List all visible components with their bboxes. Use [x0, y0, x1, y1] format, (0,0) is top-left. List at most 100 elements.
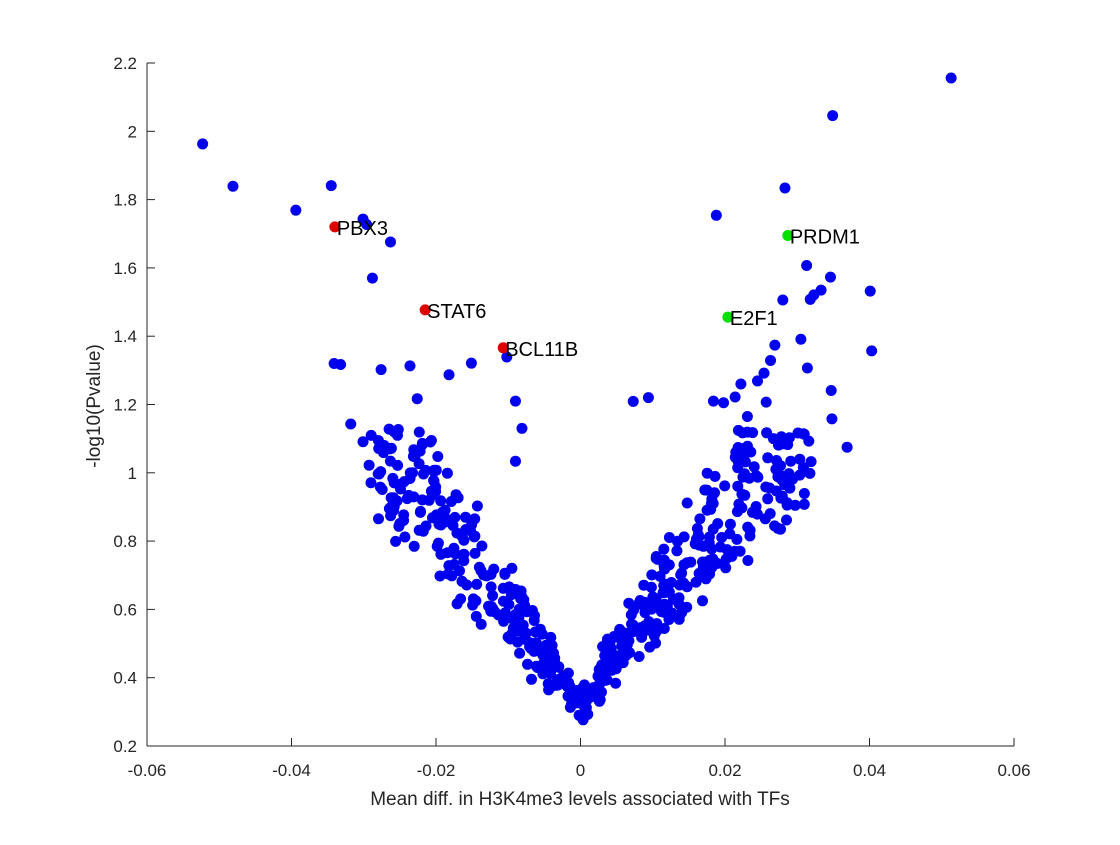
data-point [561, 680, 573, 692]
data-point [739, 456, 751, 468]
data-point [501, 351, 513, 363]
data-point [748, 461, 760, 473]
data-point [645, 581, 657, 593]
tf-label-stat6: STAT6 [427, 301, 486, 323]
y-tick-label: 0.8 [113, 532, 137, 551]
data-point [764, 482, 775, 494]
highlight-point-bcl11b [497, 342, 509, 354]
points-layer [197, 72, 957, 726]
data-point [521, 606, 533, 618]
data-point [443, 560, 455, 572]
data-point [731, 533, 743, 545]
data-point [732, 480, 744, 492]
data-point [531, 662, 543, 673]
data-point [617, 657, 629, 669]
data-point [373, 513, 384, 525]
data-point [658, 543, 670, 555]
data-point [519, 633, 531, 645]
highlight-point-e2f1 [722, 311, 734, 323]
data-point [503, 599, 515, 610]
data-point [760, 396, 772, 408]
data-point [718, 397, 730, 409]
y-tick-label: 2 [128, 122, 137, 141]
data-point [732, 442, 744, 453]
data-point [385, 501, 397, 513]
data-point [720, 562, 732, 574]
data-point [507, 613, 519, 625]
data-point [694, 513, 706, 525]
data-point [801, 260, 813, 272]
data-point [361, 219, 373, 231]
data-point [658, 623, 670, 634]
data-point [700, 573, 712, 585]
data-point [374, 481, 386, 493]
data-point [707, 395, 719, 407]
data-point [724, 518, 736, 530]
data-point [458, 548, 470, 560]
data-point [707, 498, 719, 509]
data-point [481, 570, 492, 582]
tf-label-pbx3: PBX3 [337, 218, 388, 240]
data-point [804, 293, 816, 305]
data-point [509, 455, 521, 467]
tf-label-bcl11b: BCL11B [505, 339, 578, 361]
data-point [593, 663, 605, 675]
data-point [431, 540, 443, 552]
y-tick-label: 1.6 [113, 259, 137, 278]
data-point [372, 468, 384, 480]
data-point [737, 471, 749, 483]
data-point [441, 467, 453, 479]
data-point [825, 384, 837, 396]
data-point [476, 540, 488, 552]
data-point [502, 631, 514, 643]
data-point [769, 520, 781, 532]
data-point [762, 493, 774, 505]
data-point [701, 467, 713, 479]
data-point [420, 464, 432, 476]
data-point [529, 626, 541, 638]
highlight-point-pbx3 [329, 221, 341, 233]
data-point [741, 410, 753, 422]
data-point [435, 495, 447, 507]
data-point [498, 615, 510, 627]
data-point [643, 620, 654, 631]
data-point [475, 618, 487, 630]
x-axis-title: Mean diff. in H3K4me3 levels associated … [370, 789, 790, 810]
data-point [785, 455, 797, 467]
data-point [432, 451, 444, 462]
data-point [619, 627, 630, 639]
data-point [290, 204, 302, 216]
data-point [404, 467, 416, 479]
data-point [745, 446, 757, 458]
data-point [691, 523, 703, 534]
data-point [413, 426, 425, 438]
data-point [434, 570, 446, 582]
y-tick-label: 0.6 [113, 600, 137, 619]
data-point [390, 535, 402, 547]
data-point [803, 435, 815, 447]
data-point [799, 465, 811, 477]
x-tick-label: 0.02 [708, 761, 741, 780]
data-point [864, 285, 876, 297]
data-point [428, 475, 440, 487]
data-point [525, 642, 537, 654]
data-point [658, 580, 670, 591]
data-point [726, 550, 738, 562]
data-point [824, 271, 836, 283]
data-point [328, 358, 340, 370]
data-point [485, 604, 497, 616]
data-point [628, 626, 640, 638]
data-point [663, 559, 675, 571]
data-point [697, 595, 708, 607]
data-point [827, 110, 839, 122]
data-point [798, 488, 810, 499]
data-point [671, 545, 683, 557]
data-point [675, 569, 687, 581]
labels-layer: PBX3 STAT6 BCL11B PRDM1 E2F1 [329, 218, 860, 361]
data-point [398, 509, 410, 521]
data-point [522, 658, 533, 670]
data-point [764, 508, 776, 520]
data-point [805, 456, 817, 468]
data-point [456, 530, 468, 542]
data-point [794, 453, 806, 465]
